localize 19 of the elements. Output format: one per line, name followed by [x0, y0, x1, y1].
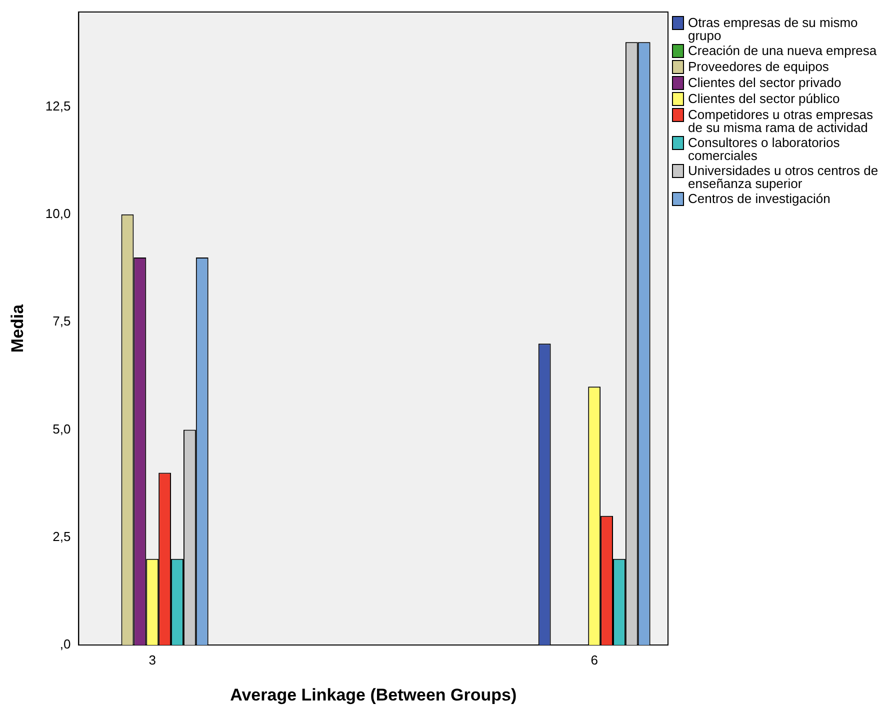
- legend-label: Proveedores de equipos: [688, 59, 829, 74]
- legend-label: Clientes del sector público: [688, 91, 840, 106]
- y-axis-title: Media: [8, 304, 27, 353]
- y-tick-label: ,0: [60, 636, 71, 652]
- legend-label: Clientes del sector privado: [688, 75, 842, 90]
- x-axis-title: Average Linkage (Between Groups): [230, 685, 517, 704]
- y-tick-label: 2,5: [52, 528, 71, 544]
- legend-label: Centros de investigación: [688, 191, 830, 206]
- y-tick-label: 10,0: [45, 206, 71, 221]
- legend-label: Creación de una nueva empresa: [688, 43, 877, 58]
- y-tick-label: 7,5: [52, 314, 71, 329]
- x-tick-label: 3: [148, 652, 156, 668]
- y-tick-label: 12,5: [45, 98, 71, 114]
- legend-label: Consultores o laboratorios comerciales: [688, 135, 841, 163]
- legend-label: Universidades u otros centros de enseñanza superior: [688, 163, 880, 191]
- y-tick-label: 5,0: [52, 421, 71, 436]
- legend-label: Otras empresas de su mismo grupo: [688, 15, 859, 43]
- legend-label: Competidores u otras empresas de su misma rama de actividad: [688, 107, 874, 135]
- x-tick-label: 6: [590, 652, 598, 668]
